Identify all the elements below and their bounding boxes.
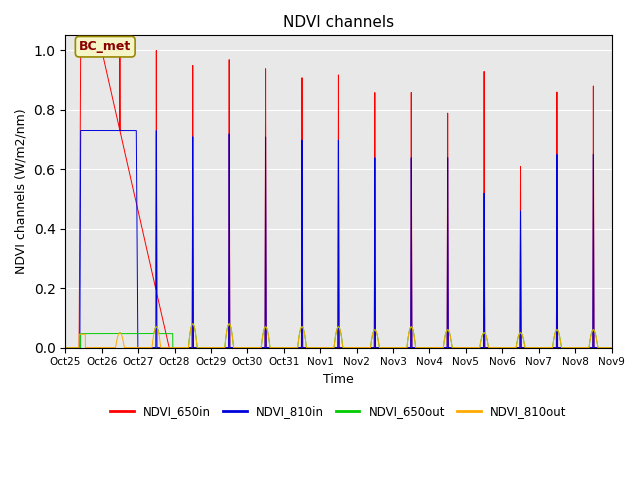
NDVI_810in	[608, 345, 616, 350]
NDVI_810out	[212, 345, 220, 350]
NDVI_650out	[570, 345, 577, 350]
NDVI_650in	[83, 48, 91, 53]
NDVI_810in	[251, 345, 259, 350]
NDVI_650out	[189, 321, 196, 327]
NDVI_650in	[212, 345, 220, 350]
NDVI_650out	[61, 345, 69, 350]
NDVI_810out	[61, 345, 69, 350]
Line: NDVI_810in: NDVI_810in	[65, 131, 612, 348]
NDVI_810out	[251, 345, 259, 350]
NDVI_650in	[251, 345, 259, 350]
NDVI_650in	[608, 345, 616, 350]
Line: NDVI_650in: NDVI_650in	[65, 50, 612, 348]
Title: NDVI channels: NDVI channels	[283, 15, 394, 30]
X-axis label: Time: Time	[323, 373, 354, 386]
NDVI_810out	[570, 345, 577, 350]
NDVI_810in	[326, 345, 333, 350]
Legend: NDVI_650in, NDVI_810in, NDVI_650out, NDVI_810out: NDVI_650in, NDVI_810in, NDVI_650out, NDV…	[106, 400, 572, 423]
NDVI_650out	[83, 331, 91, 336]
Line: NDVI_650out: NDVI_650out	[65, 324, 612, 348]
NDVI_650in	[113, 114, 121, 120]
NDVI_650out	[326, 345, 333, 350]
NDVI_810in	[61, 345, 69, 350]
NDVI_650out	[608, 345, 616, 350]
NDVI_810out	[326, 345, 333, 350]
NDVI_810out	[113, 337, 120, 343]
NDVI_650in	[77, 48, 84, 53]
NDVI_810in	[77, 128, 84, 133]
NDVI_650out	[251, 345, 259, 350]
NDVI_650in	[326, 345, 333, 350]
NDVI_650out	[113, 331, 120, 336]
NDVI_810in	[113, 128, 121, 133]
Line: NDVI_810out: NDVI_810out	[65, 324, 612, 348]
NDVI_810out	[608, 345, 616, 350]
NDVI_810in	[570, 345, 577, 350]
NDVI_810in	[83, 128, 91, 133]
Y-axis label: NDVI channels (W/m2/nm): NDVI channels (W/m2/nm)	[15, 108, 28, 274]
NDVI_810out	[189, 321, 196, 327]
NDVI_810out	[83, 345, 91, 350]
Text: BC_met: BC_met	[79, 40, 131, 53]
NDVI_650in	[61, 345, 69, 350]
NDVI_810in	[212, 345, 220, 350]
NDVI_650out	[212, 345, 220, 350]
NDVI_650in	[570, 345, 577, 350]
